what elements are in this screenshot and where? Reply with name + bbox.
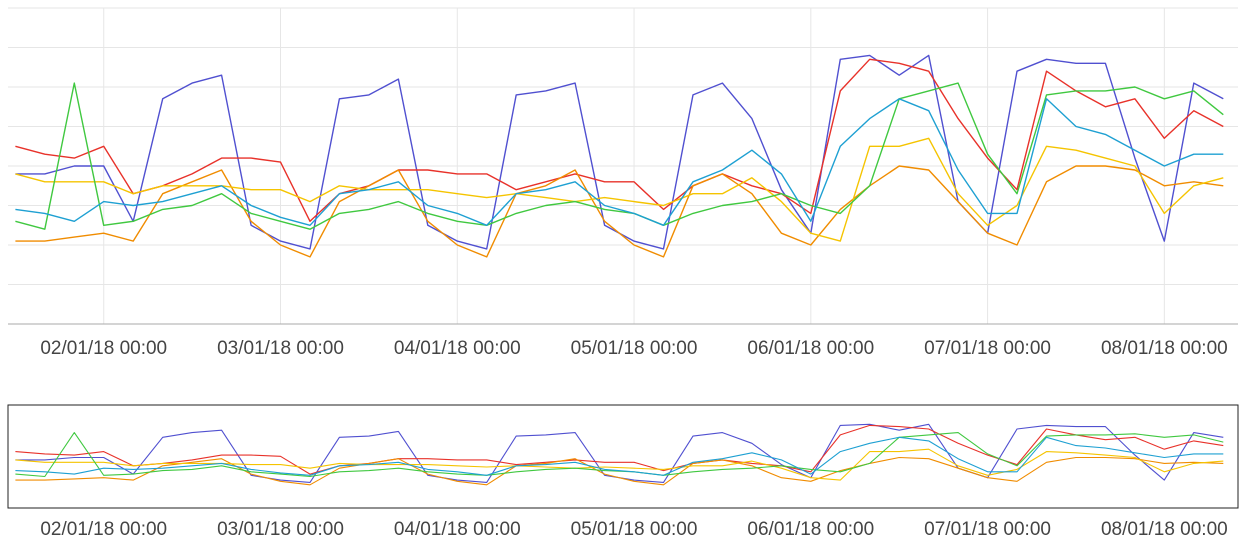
- x-tick-label: 03/01/18 00:00: [217, 338, 344, 359]
- x-tick-label: 05/01/18 00:00: [571, 519, 698, 540]
- x-tick-label: 02/01/18 00:00: [40, 338, 167, 359]
- x-tick-label: 06/01/18 00:00: [747, 519, 874, 540]
- navigator-line: [15, 423, 1224, 483]
- x-tick-label: 04/01/18 00:00: [394, 519, 521, 540]
- series-line: [15, 54, 1224, 250]
- x-tick-label: 08/01/18 00:00: [1101, 338, 1228, 359]
- x-tick-label: 08/01/18 00:00: [1101, 519, 1228, 540]
- navigator-frame[interactable]: [7, 404, 1239, 509]
- series-line: [15, 98, 1224, 226]
- series-line: [15, 82, 1224, 230]
- x-tick-label: 03/01/18 00:00: [217, 519, 344, 540]
- x-tick-label: 07/01/18 00:00: [924, 338, 1051, 359]
- navigator-line: [15, 436, 1224, 476]
- series-line: [15, 165, 1224, 258]
- x-tick-label: 06/01/18 00:00: [747, 338, 874, 359]
- x-tick-label: 05/01/18 00:00: [571, 338, 698, 359]
- x-tick-label: 02/01/18 00:00: [40, 519, 167, 540]
- x-tick-label: 04/01/18 00:00: [394, 338, 521, 359]
- navigator-line: [15, 456, 1224, 486]
- navigator-line: [15, 424, 1224, 475]
- navigator-line: [15, 432, 1224, 478]
- x-tick-label: 07/01/18 00:00: [924, 519, 1051, 540]
- series-line: [15, 58, 1224, 222]
